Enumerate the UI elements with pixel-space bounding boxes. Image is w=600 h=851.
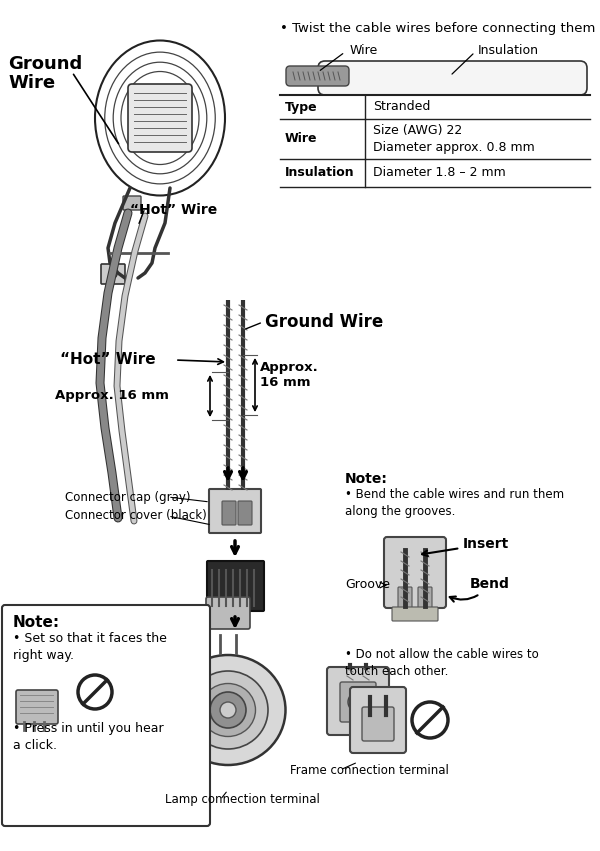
Text: Stranded: Stranded xyxy=(373,100,430,113)
Text: • Do not allow the cable wires to
touch each other.: • Do not allow the cable wires to touch … xyxy=(345,648,539,678)
Text: Connector cover (black): Connector cover (black) xyxy=(65,510,207,523)
FancyBboxPatch shape xyxy=(362,707,394,741)
Text: Approx.
16 mm: Approx. 16 mm xyxy=(260,361,319,389)
Text: Size (AWG) 22
Diameter approx. 0.8 mm: Size (AWG) 22 Diameter approx. 0.8 mm xyxy=(373,124,535,154)
Ellipse shape xyxy=(170,655,286,765)
FancyBboxPatch shape xyxy=(286,66,349,86)
Circle shape xyxy=(348,692,368,712)
FancyBboxPatch shape xyxy=(206,597,250,629)
FancyBboxPatch shape xyxy=(318,61,587,95)
Text: Ground
Wire: Ground Wire xyxy=(8,55,82,93)
Circle shape xyxy=(210,692,246,728)
FancyBboxPatch shape xyxy=(207,561,264,611)
Text: • Twist the cable wires before connecting them: • Twist the cable wires before connectin… xyxy=(280,22,595,35)
Text: Ground Wire: Ground Wire xyxy=(265,313,383,331)
FancyBboxPatch shape xyxy=(128,84,192,152)
FancyBboxPatch shape xyxy=(327,667,389,735)
Text: Frame connection terminal: Frame connection terminal xyxy=(290,763,449,776)
Text: • Press in until you hear
a click.: • Press in until you hear a click. xyxy=(13,722,164,752)
FancyBboxPatch shape xyxy=(222,501,236,525)
FancyBboxPatch shape xyxy=(238,501,252,525)
Text: “Hot” Wire: “Hot” Wire xyxy=(60,352,155,368)
Text: Note:: Note: xyxy=(13,615,60,630)
Ellipse shape xyxy=(200,683,256,736)
FancyBboxPatch shape xyxy=(209,489,261,533)
Text: Groove: Groove xyxy=(345,579,390,591)
Text: Lamp connection terminal: Lamp connection terminal xyxy=(165,793,320,807)
Text: Bend: Bend xyxy=(450,577,510,602)
Circle shape xyxy=(220,702,236,718)
Text: Wire: Wire xyxy=(350,43,378,56)
Ellipse shape xyxy=(188,671,268,749)
Text: Insert: Insert xyxy=(422,537,509,556)
FancyBboxPatch shape xyxy=(418,587,432,611)
FancyBboxPatch shape xyxy=(101,264,125,284)
Text: • Set so that it faces the
right way.: • Set so that it faces the right way. xyxy=(13,632,167,662)
FancyBboxPatch shape xyxy=(392,607,438,621)
FancyBboxPatch shape xyxy=(350,687,406,753)
FancyBboxPatch shape xyxy=(340,682,376,722)
Text: Insulation: Insulation xyxy=(478,43,539,56)
FancyBboxPatch shape xyxy=(384,537,446,608)
FancyBboxPatch shape xyxy=(151,688,177,732)
FancyBboxPatch shape xyxy=(16,690,58,724)
Text: Insulation: Insulation xyxy=(285,167,355,180)
Text: Connector cap (gray): Connector cap (gray) xyxy=(65,490,191,504)
Text: Diameter 1.8 – 2 mm: Diameter 1.8 – 2 mm xyxy=(373,167,506,180)
Circle shape xyxy=(158,704,170,716)
FancyBboxPatch shape xyxy=(2,605,210,826)
Text: Note:: Note: xyxy=(345,472,388,486)
Text: “Hot” Wire: “Hot” Wire xyxy=(130,203,217,217)
Text: Wire: Wire xyxy=(285,133,317,146)
FancyBboxPatch shape xyxy=(398,587,412,611)
FancyBboxPatch shape xyxy=(123,196,141,210)
Text: Approx. 16 mm: Approx. 16 mm xyxy=(55,390,169,403)
Text: Type: Type xyxy=(285,100,317,113)
Text: • Bend the cable wires and run them
along the grooves.: • Bend the cable wires and run them alon… xyxy=(345,488,564,518)
